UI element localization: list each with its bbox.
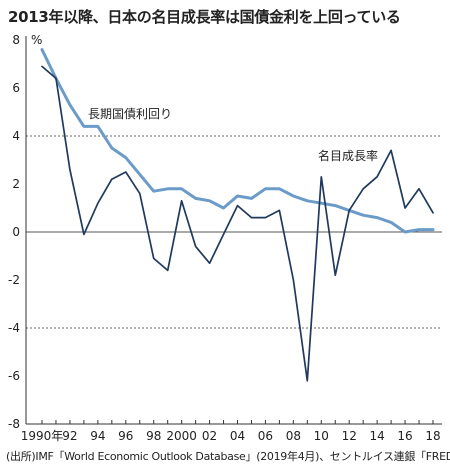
series-line-2 xyxy=(41,65,434,382)
x-tick-label: 1990年 xyxy=(21,429,64,443)
x-tick-label: 94 xyxy=(90,429,105,443)
y-tick-label: 6 xyxy=(12,81,20,95)
y-tick-label: 4 xyxy=(12,129,20,143)
y-tick-label: -2 xyxy=(8,273,20,287)
chart-title: 2013年以降、日本の名目成長率は国債金利を上回っている xyxy=(8,8,401,26)
x-tick-label: 96 xyxy=(118,429,133,443)
x-tick-label: 10 xyxy=(314,429,329,443)
y-tick-label: 2 xyxy=(12,177,20,191)
source-note: (出所)IMF「World Economic Outlook Database」… xyxy=(6,450,450,463)
x-tick-label: 18 xyxy=(425,429,440,443)
x-tick-label: 02 xyxy=(202,429,217,443)
x-tick-label: 16 xyxy=(397,429,412,443)
x-tick-label: 98 xyxy=(146,429,161,443)
x-tick-label: 2000 xyxy=(166,429,197,443)
x-tick-label: 06 xyxy=(258,429,273,443)
y-tick-label: -6 xyxy=(8,369,20,383)
y-tick-label: 0 xyxy=(12,225,20,239)
series-label-bond-yield: 長期国債利回り xyxy=(88,106,172,121)
series-label-nominal-growth: 名目成長率 xyxy=(318,148,378,163)
y-tick-label: -8 xyxy=(8,417,20,431)
series-line-1 xyxy=(40,48,435,234)
x-tick-label: 14 xyxy=(370,429,385,443)
y-tick-label: 8 xyxy=(12,33,20,47)
x-tick-label: 04 xyxy=(230,429,245,443)
y-axis-unit: % xyxy=(31,33,42,47)
y-tick-label: -4 xyxy=(8,321,20,335)
x-tick-label: 08 xyxy=(286,429,301,443)
x-tick-label: 92 xyxy=(62,429,77,443)
x-tick-label: 12 xyxy=(342,429,357,443)
